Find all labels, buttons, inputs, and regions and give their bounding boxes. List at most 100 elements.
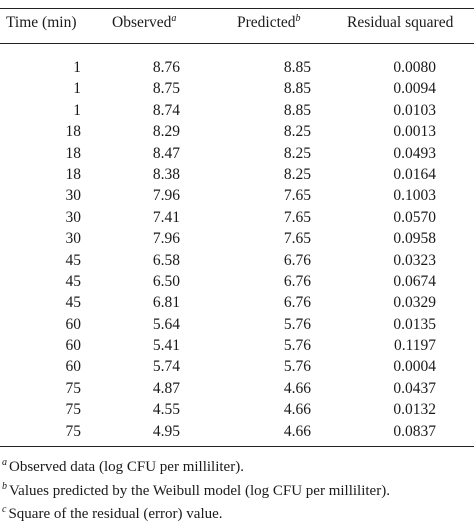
table-row: 60 5.41 5.76 0.1197	[0, 335, 474, 356]
cell-observed: 8.38	[152, 165, 180, 183]
cell-observed: 7.96	[152, 187, 180, 205]
cell-observed: 4.87	[152, 379, 180, 397]
cell-time: 18	[65, 123, 82, 141]
cell-observed: 7.96	[152, 230, 180, 248]
cell-residual: 0.0164	[393, 165, 436, 183]
cell-residual: 0.0004	[393, 358, 436, 376]
cell-residual: 0.0103	[393, 101, 436, 119]
header-observed: Observeda	[112, 12, 177, 31]
cell-time: 45	[65, 272, 82, 290]
cell-residual: 0.0132	[393, 401, 436, 419]
cell-observed: 5.41	[152, 337, 180, 355]
cell-predicted: 7.65	[283, 187, 311, 205]
cell-residual: 0.1197	[393, 337, 436, 355]
cell-predicted: 8.25	[283, 165, 311, 183]
cell-observed: 4.55	[152, 401, 180, 419]
footnote-mark: b	[2, 480, 7, 492]
cell-observed: 8.76	[152, 59, 180, 76]
table-body: 1 8.76 8.85 0.0080 1 8.75 8.85 0.0094 1 8.74 8.85 0…	[0, 57, 474, 442]
footnote-b: b Values predicted by the Weibull model (…	[2, 480, 390, 504]
table-row: 30 7.41 7.65 0.0570	[0, 207, 474, 228]
table-row: 1 8.75 8.85 0.0094	[0, 78, 474, 99]
cell-observed: 6.81	[152, 294, 180, 312]
cell-observed: 8.74	[152, 101, 180, 119]
cell-residual: 0.0437	[393, 379, 436, 397]
cell-residual: 0.0570	[393, 208, 436, 226]
cell-residual: 0.0013	[393, 123, 436, 141]
cell-time: 30	[65, 208, 82, 226]
cell-residual: 0.0493	[393, 144, 436, 162]
cell-residual: 0.0094	[393, 80, 436, 98]
cell-predicted: 5.76	[283, 358, 311, 376]
cell-predicted: 8.85	[283, 101, 311, 119]
cell-predicted: 5.76	[283, 315, 311, 333]
table-row: 75 4.55 4.66 0.0132	[0, 399, 474, 420]
footnote-text: Values predicted by the Weibull model (l…	[9, 482, 390, 499]
footnote-a: a Observed data (log CFU per milliliter).	[2, 456, 390, 480]
cell-residual: 0.0080	[393, 59, 436, 76]
cell-predicted: 6.76	[283, 272, 311, 290]
table-row: 45 6.81 6.76 0.0329	[0, 292, 474, 313]
cell-time: 60	[65, 358, 82, 376]
cell-observed: 8.75	[152, 80, 180, 98]
table-header: Time (min) Observeda Predictedb Residual…	[0, 12, 474, 38]
top-rule	[0, 8, 474, 9]
footnote-c: c Square of the residual (error) value.	[2, 503, 390, 527]
table-row: 60 5.64 5.76 0.0135	[0, 314, 474, 335]
cell-time: 1	[73, 101, 81, 119]
table-row: 18 8.47 8.25 0.0493	[0, 143, 474, 164]
header-observed-mark: a	[171, 12, 177, 24]
table-row: 30 7.96 7.65 0.0958	[0, 228, 474, 249]
cell-time: 1	[73, 59, 81, 76]
cell-predicted: 7.65	[283, 230, 311, 248]
cell-observed: 4.95	[152, 422, 180, 440]
cell-residual: 0.0674	[393, 272, 436, 290]
table-row: 1 8.76 8.85 0.0080	[0, 57, 474, 78]
cell-time: 45	[65, 294, 82, 312]
cell-observed: 6.58	[152, 251, 180, 269]
header-rule	[0, 43, 474, 44]
cell-predicted: 8.25	[283, 144, 311, 162]
cell-residual: 0.0329	[393, 294, 436, 312]
cell-observed: 5.64	[152, 315, 180, 333]
cell-predicted: 7.65	[283, 208, 311, 226]
table-row: 18 8.29 8.25 0.0013	[0, 121, 474, 142]
cell-time: 60	[65, 337, 82, 355]
header-time: Time (min)	[6, 14, 77, 31]
footnote-mark: c	[2, 504, 7, 515]
footnote-text: Observed data (log CFU per milliliter).	[9, 459, 244, 475]
table-row: 45 6.50 6.76 0.0674	[0, 271, 474, 292]
cell-time: 18	[65, 165, 82, 183]
cell-predicted: 5.76	[283, 337, 311, 355]
footnote-mark: a	[2, 457, 7, 468]
cell-predicted: 8.85	[283, 59, 311, 76]
cell-predicted: 4.66	[283, 401, 311, 419]
cell-time: 75	[65, 379, 82, 397]
table-row: 30 7.96 7.65 0.1003	[0, 185, 474, 206]
cell-predicted: 4.66	[283, 379, 311, 397]
cell-predicted: 6.76	[283, 294, 311, 312]
cell-predicted: 8.25	[283, 123, 311, 141]
cell-predicted: 4.66	[283, 422, 311, 440]
cell-residual: 0.0135	[393, 315, 436, 333]
cell-residual: 0.1003	[393, 187, 436, 205]
table-row: 45 6.58 6.76 0.0323	[0, 250, 474, 271]
cell-predicted: 8.85	[283, 80, 311, 98]
cell-predicted: 6.76	[283, 251, 311, 269]
table-row: 75 4.87 4.66 0.0437	[0, 378, 474, 399]
cell-time: 1	[73, 80, 81, 98]
bottom-rule	[0, 446, 474, 447]
cell-time: 45	[65, 251, 82, 269]
table-row: 18 8.38 8.25 0.0164	[0, 164, 474, 185]
table-row: 1 8.74 8.85 0.0103	[0, 100, 474, 121]
cell-observed: 8.47	[152, 144, 180, 162]
footnotes: a Observed data (log CFU per milliliter).…	[2, 456, 390, 527]
cell-residual: 0.0323	[393, 251, 436, 269]
cell-time: 75	[65, 422, 82, 440]
table-row: 60 5.74 5.76 0.0004	[0, 356, 474, 377]
cell-observed: 7.41	[152, 208, 180, 226]
header-predicted: Predictedb	[237, 12, 301, 31]
cell-observed: 8.29	[152, 123, 180, 141]
cell-time: 30	[65, 187, 82, 205]
